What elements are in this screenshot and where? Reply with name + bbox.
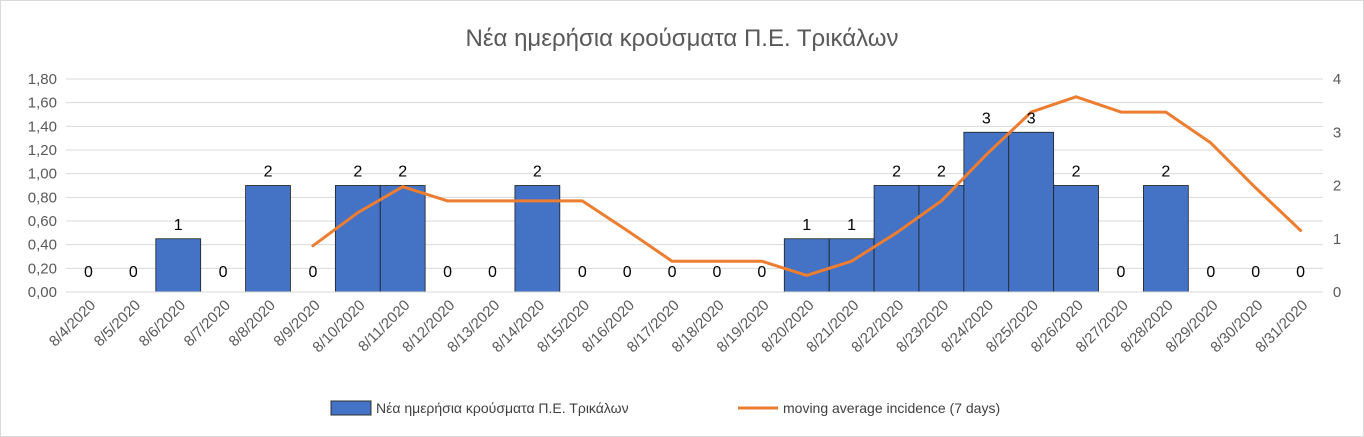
bar-data-label: 1	[802, 217, 811, 234]
bar	[918, 185, 965, 293]
y-left-tick-label: 1,80	[28, 71, 57, 88]
y-left-tick-label: 0,60	[28, 213, 57, 230]
bar	[245, 185, 291, 293]
bar-data-label: 1	[174, 217, 183, 234]
bar	[1053, 185, 1099, 293]
y-right-tick-label: 1	[1333, 231, 1341, 248]
legend-line-label: moving average incidence (7 days)	[783, 400, 1000, 416]
bar-data-label: 0	[1206, 264, 1215, 281]
bar	[155, 238, 202, 293]
bar-data-label: 0	[623, 264, 632, 281]
bar	[963, 131, 1010, 293]
bar-data-label: 2	[1161, 164, 1170, 181]
y-left-tick-label: 1,20	[28, 142, 57, 159]
bar-data-label: 2	[1072, 164, 1081, 181]
bar-data-label: 2	[353, 164, 362, 181]
chart-title: Νέα ημερήσια κρούσματα Π.Ε. Τρικάλων	[466, 25, 899, 52]
bar-data-label: 0	[1251, 264, 1260, 281]
bar-data-label: 0	[129, 264, 138, 281]
bar	[514, 185, 561, 293]
y-right-tick-label: 0	[1333, 284, 1341, 301]
y-right-tick-label: 2	[1333, 178, 1341, 195]
bar-data-label: 2	[264, 164, 273, 181]
bar-data-label: 0	[712, 264, 721, 281]
y-left-tick-label: 0,20	[28, 260, 57, 277]
y-left-tick-label: 1,40	[28, 118, 57, 135]
legend-bar-label: Νέα ημερήσια κρούσματα Π.Ε. Τρικάλων	[376, 400, 629, 416]
bar-data-label: 2	[937, 164, 946, 181]
bar-data-label: 0	[668, 264, 677, 281]
x-tick-label: 8/5/2020	[91, 297, 144, 350]
bar-data-label: 3	[1027, 110, 1036, 127]
legend-bar-swatch	[330, 400, 372, 416]
bar-data-label: 0	[1117, 264, 1126, 281]
bar-data-label: 2	[892, 164, 901, 181]
bar-data-label: 0	[443, 264, 452, 281]
bar-data-label: 1	[847, 217, 856, 234]
bar-data-label: 0	[757, 264, 766, 281]
bar-data-label: 2	[398, 164, 407, 181]
bar-data-label: 0	[488, 264, 497, 281]
bar-data-label: 0	[308, 264, 317, 281]
bar	[379, 185, 426, 293]
y-left-tick-label: 1,60	[28, 95, 57, 112]
bar-data-label: 3	[982, 110, 991, 127]
legend: Νέα ημερήσια κρούσματα Π.Ε. Τρικάλων mov…	[330, 400, 1000, 416]
y-left-tick-label: 0,40	[28, 237, 57, 254]
bar-data-label: 0	[219, 264, 228, 281]
bar	[1008, 131, 1055, 293]
bar-data-label: 2	[533, 164, 542, 181]
y-left-tick-label: 1,00	[28, 166, 57, 183]
bar-data-label: 0	[84, 264, 93, 281]
line-layer	[311, 95, 1303, 277]
data-labels-layer: 0 0 1 0 2 0 2 2 0 0 2 0 0 0 0 0 1 1 2 2 3 3 2 0 2 0 0 0	[84, 110, 1305, 281]
x-tick-label: 8/4/2020	[46, 297, 99, 350]
bar	[1143, 185, 1189, 293]
y-left-tick-label: 0,80	[28, 189, 57, 206]
bar	[783, 238, 830, 293]
x-tick-label: 8/8/2020	[226, 297, 279, 350]
y-right-tick-label: 4	[1333, 71, 1341, 88]
bar-data-label: 0	[578, 264, 587, 281]
x-tick-label: 8/7/2020	[181, 297, 234, 350]
x-tick-label: 8/6/2020	[136, 297, 189, 350]
y-left-tick-label: 0,00	[28, 284, 57, 301]
bar	[873, 185, 920, 293]
bar	[334, 185, 381, 293]
bar-data-label: 0	[1296, 264, 1305, 281]
y-right-tick-label: 3	[1333, 124, 1341, 141]
